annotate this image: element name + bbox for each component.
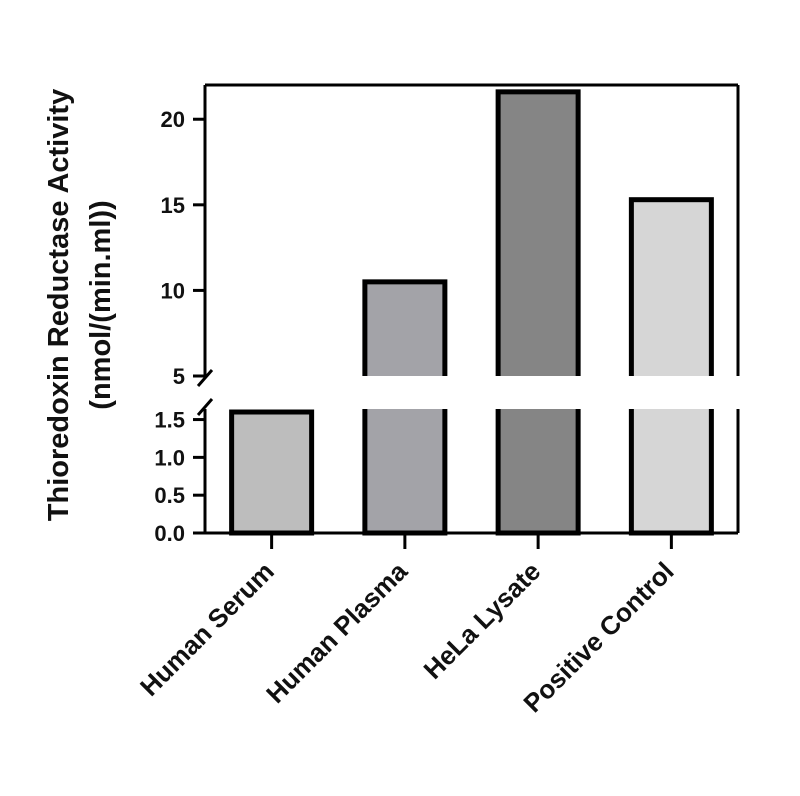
y-tick-label: 0.0 <box>154 521 185 546</box>
y-tick-label: 1.5 <box>154 408 185 433</box>
x-tick-label: Human Serum <box>134 556 280 702</box>
y-tick-label: 5 <box>173 364 185 389</box>
axis-break-mark <box>196 398 214 416</box>
y-tick-label: 1.0 <box>154 445 185 470</box>
y-axis-title-line2: (nmol/(min.ml)) <box>85 200 117 409</box>
axis-break-gap <box>202 376 743 409</box>
bar-human-serum <box>229 409 315 536</box>
y-axis-ticks: 0.0 0.5 1.0 1.5 5 10 15 20 <box>154 107 205 546</box>
bars-group <box>229 89 714 536</box>
y-tick-label: 15 <box>161 193 185 218</box>
x-tick-label: HeLa Lysate <box>418 556 547 685</box>
y-axis-title-line1: Thioredoxin Reductase Activity <box>43 89 75 521</box>
bar-positive-control <box>628 197 714 536</box>
plot-frame <box>196 83 743 535</box>
bar-hela-lysate <box>495 89 581 536</box>
x-tick-label: Human Plasma <box>260 556 413 709</box>
y-tick-label: 0.5 <box>154 483 185 508</box>
y-axis-title: Thioredoxin Reductase Activity (nmol/(mi… <box>43 89 117 521</box>
axis-break-mark <box>196 369 214 387</box>
y-tick-label: 10 <box>161 278 185 303</box>
y-tick-label: 20 <box>161 107 185 132</box>
